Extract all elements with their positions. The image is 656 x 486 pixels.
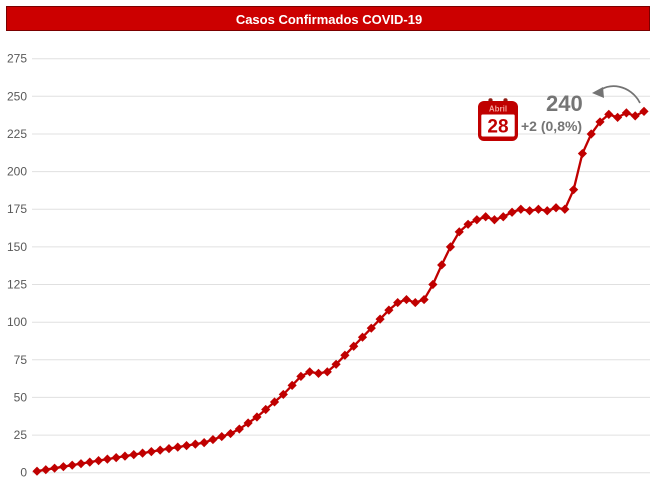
- svg-text:125: 125: [7, 278, 27, 292]
- svg-text:Abril: Abril: [489, 105, 507, 114]
- svg-text:0: 0: [20, 466, 27, 480]
- svg-text:100: 100: [7, 315, 27, 329]
- svg-text:200: 200: [7, 165, 27, 179]
- svg-text:75: 75: [14, 353, 28, 367]
- svg-text:150: 150: [7, 240, 27, 254]
- svg-text:50: 50: [14, 390, 28, 404]
- svg-text:25: 25: [14, 428, 28, 442]
- svg-text:275: 275: [7, 52, 27, 66]
- svg-text:28: 28: [487, 117, 508, 138]
- svg-text:225: 225: [7, 127, 27, 141]
- svg-text:175: 175: [7, 202, 27, 216]
- svg-text:250: 250: [7, 89, 27, 103]
